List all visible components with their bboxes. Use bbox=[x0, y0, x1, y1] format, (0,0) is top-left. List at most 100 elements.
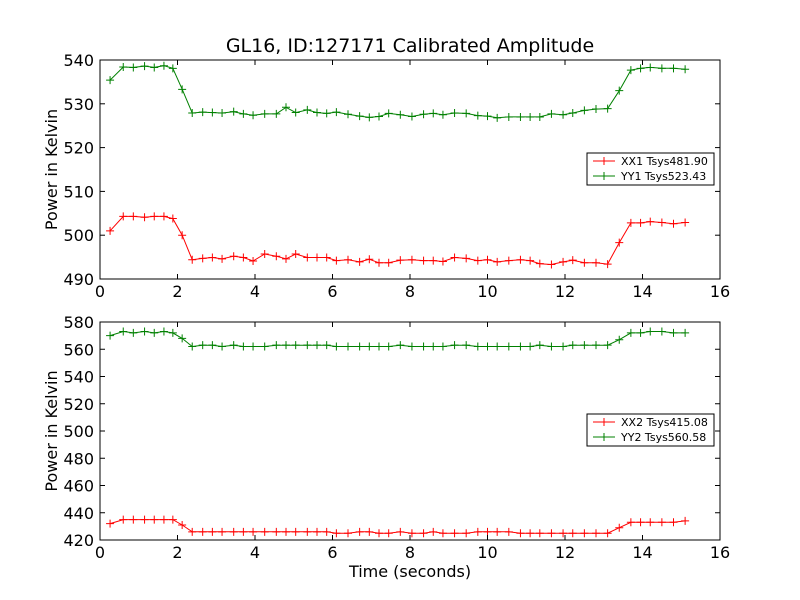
y-tick-label: 510 bbox=[63, 182, 94, 201]
y-tick-label: 540 bbox=[63, 51, 94, 70]
data-point bbox=[119, 515, 128, 524]
data-point bbox=[291, 341, 300, 350]
legend-item-1: XX2 Tsys415.08 bbox=[593, 416, 708, 429]
data-point bbox=[526, 342, 535, 351]
y-tick-label: 420 bbox=[63, 531, 94, 550]
data-point bbox=[129, 328, 138, 337]
x-tick-label: 8 bbox=[405, 543, 415, 562]
data-point bbox=[208, 341, 217, 350]
data-point bbox=[603, 104, 612, 113]
x-tick-label: 0 bbox=[95, 282, 105, 301]
data-point bbox=[272, 527, 281, 536]
x-tick-label: 4 bbox=[250, 543, 260, 562]
data-point bbox=[249, 342, 258, 351]
data-point bbox=[657, 518, 666, 527]
data-point bbox=[547, 342, 556, 351]
data-point bbox=[119, 63, 128, 72]
legend-item-2: YY1 Tsys523.43 bbox=[593, 170, 706, 183]
data-point bbox=[332, 529, 341, 538]
data-point bbox=[260, 342, 269, 351]
data-point bbox=[592, 341, 600, 350]
data-point bbox=[106, 76, 115, 85]
data-point bbox=[365, 342, 374, 351]
data-point bbox=[615, 523, 624, 532]
data-point bbox=[322, 253, 331, 262]
data-point bbox=[516, 255, 525, 264]
data-point bbox=[272, 341, 281, 350]
data-point bbox=[260, 250, 269, 259]
data-point bbox=[547, 260, 556, 269]
data-point bbox=[504, 256, 513, 265]
data-point bbox=[568, 341, 577, 350]
data-point bbox=[218, 108, 227, 117]
data-point bbox=[681, 516, 690, 525]
data-point bbox=[218, 254, 227, 263]
data-point bbox=[535, 259, 544, 268]
data-point bbox=[188, 108, 197, 117]
x-tick-label: 14 bbox=[632, 543, 652, 562]
data-point bbox=[646, 217, 655, 226]
y-tick-label: 460 bbox=[63, 477, 94, 496]
data-point bbox=[159, 515, 168, 524]
data-point bbox=[150, 212, 159, 221]
data-point bbox=[313, 108, 321, 117]
data-point bbox=[188, 527, 197, 536]
data-point bbox=[559, 342, 568, 351]
data-point bbox=[159, 61, 168, 70]
data-point bbox=[313, 341, 321, 350]
data-point bbox=[208, 253, 217, 262]
data-point bbox=[282, 254, 290, 263]
y-tick-label: 530 bbox=[63, 95, 94, 114]
legend-item-1: XX1 Tsys481.90 bbox=[593, 155, 708, 168]
data-point bbox=[429, 527, 438, 536]
chart-title: GL16, ID:127171 Calibrated Amplitude bbox=[226, 35, 594, 57]
data-point bbox=[355, 112, 364, 121]
data-point bbox=[129, 212, 138, 221]
data-point bbox=[375, 258, 383, 267]
y-tick-label: 520 bbox=[63, 139, 94, 158]
y-axis-label: Power in Kelvin bbox=[42, 109, 61, 230]
x-tick-label: 16 bbox=[710, 282, 730, 301]
data-point bbox=[429, 109, 438, 118]
series-line bbox=[109, 519, 686, 534]
data-point bbox=[429, 342, 438, 351]
data-point bbox=[438, 529, 447, 538]
data-point bbox=[462, 254, 471, 263]
data-point bbox=[592, 258, 600, 267]
data-point bbox=[592, 529, 600, 538]
data-point bbox=[462, 109, 471, 118]
data-point bbox=[516, 342, 525, 351]
x-tick-label: 16 bbox=[710, 543, 730, 562]
data-point bbox=[657, 327, 666, 336]
data-point bbox=[332, 108, 341, 117]
data-point bbox=[438, 342, 447, 351]
data-point bbox=[504, 527, 513, 536]
x-tick-label: 2 bbox=[172, 282, 182, 301]
data-point bbox=[493, 527, 502, 536]
data-point bbox=[526, 529, 535, 538]
y-tick-label: 580 bbox=[63, 313, 94, 332]
data-point bbox=[150, 515, 159, 524]
data-point bbox=[636, 518, 645, 527]
data-point bbox=[669, 64, 678, 73]
data-point bbox=[291, 250, 300, 259]
data-point bbox=[568, 108, 577, 117]
x-axis-label: Time (seconds) bbox=[348, 562, 471, 581]
series-line bbox=[109, 215, 686, 266]
data-point bbox=[178, 334, 187, 343]
data-point bbox=[384, 529, 393, 538]
y-tick-label: 560 bbox=[63, 340, 94, 359]
data-point bbox=[384, 342, 393, 351]
data-point bbox=[419, 342, 428, 351]
data-point bbox=[106, 331, 115, 340]
data-point bbox=[239, 253, 248, 262]
data-point bbox=[516, 112, 525, 121]
data-point bbox=[355, 257, 364, 266]
data-point bbox=[636, 328, 645, 337]
data-point bbox=[535, 529, 544, 538]
data-point bbox=[396, 110, 405, 119]
data-point bbox=[229, 341, 238, 350]
data-point bbox=[681, 65, 690, 74]
data-point bbox=[516, 529, 525, 538]
data-point bbox=[260, 527, 269, 536]
